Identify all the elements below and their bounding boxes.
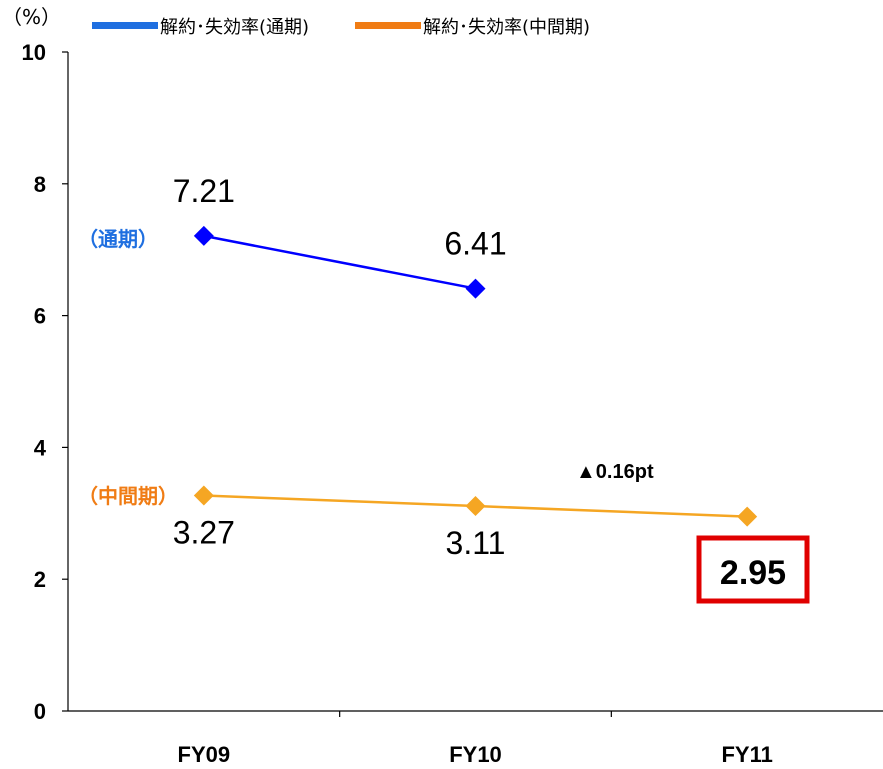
legend-swatch-interim xyxy=(355,22,421,29)
data-label: 7.21 xyxy=(173,173,235,209)
data-label: 3.27 xyxy=(173,515,235,551)
data-point-marker xyxy=(737,506,758,527)
axes xyxy=(67,52,883,712)
y-tick-label: 2 xyxy=(34,567,46,592)
y-tick-label: 8 xyxy=(34,172,46,197)
data-label: 3.11 xyxy=(446,525,506,561)
series-tag-full-year: （通期） xyxy=(78,227,158,251)
series-layer: 7.21 6.41 3.27 3.11 xyxy=(173,173,758,561)
delta-annotation: ▲0.16pt xyxy=(576,461,654,483)
legend: 解約･失効率(通期) 解約･失効率(中間期) xyxy=(92,17,590,38)
y-tick-label: 4 xyxy=(34,435,47,460)
series-line-0 xyxy=(203,234,476,290)
data-point-marker xyxy=(465,496,486,517)
data-point-marker xyxy=(193,485,214,506)
y-unit-label: （%） xyxy=(2,5,61,29)
legend-label-interim: 解約･失効率(中間期) xyxy=(423,17,590,38)
data-point-marker xyxy=(465,278,486,299)
legend-label-full-year: 解約･失効率(通期) xyxy=(160,17,309,38)
x-tick-label: FY09 xyxy=(178,742,231,767)
x-tick-label: FY10 xyxy=(449,742,502,767)
data-label: 6.41 xyxy=(444,226,506,262)
data-point-marker xyxy=(193,225,214,246)
y-axis-ticks: 0 2 4 6 8 10 xyxy=(22,40,68,724)
y-tick-label: 10 xyxy=(22,40,46,65)
series-tag-interim: （中間期） xyxy=(78,484,178,508)
y-tick-label: 6 xyxy=(34,304,46,329)
x-axis-ticks: FY09 FY10 FY11 xyxy=(178,711,773,767)
highlight-box xyxy=(696,535,810,604)
x-tick-label: FY11 xyxy=(721,742,772,767)
legend-swatch-full-year xyxy=(92,22,158,29)
highlight-value: 2.95 xyxy=(720,554,786,592)
y-tick-label: 0 xyxy=(34,699,46,724)
